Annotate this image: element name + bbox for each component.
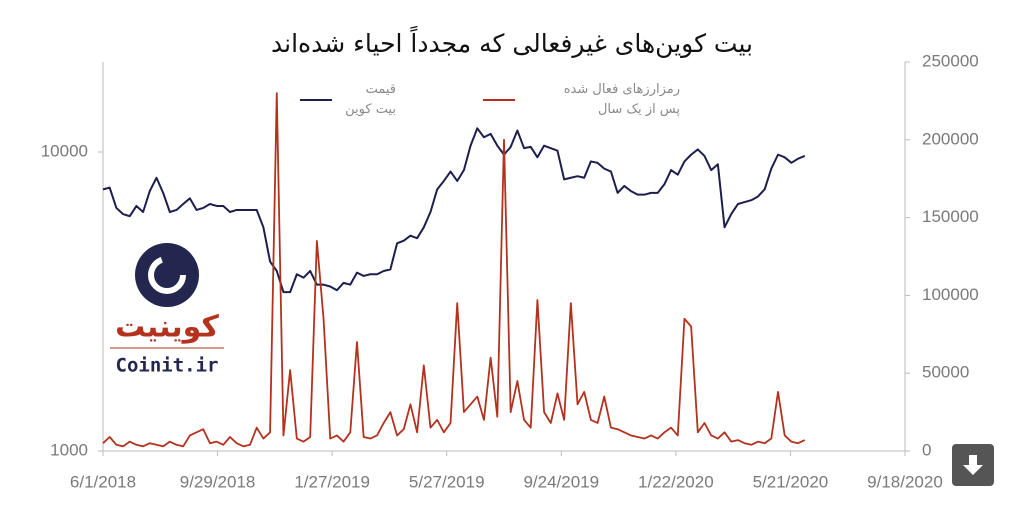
x-tick-label: 9/24/2019 — [523, 472, 599, 491]
x-tick-label: 6/1/2018 — [70, 472, 136, 491]
logo — [135, 243, 199, 307]
y2-tick-label: 250000 — [922, 51, 979, 70]
y-tick-label: 1000 — [50, 440, 88, 459]
watermark: کوینیت Coinit.ir — [110, 243, 224, 377]
x-tick-label: 5/27/2019 — [409, 472, 485, 491]
x-tick-label: 9/29/2018 — [180, 472, 256, 491]
y2-tick-label: 200000 — [922, 129, 979, 148]
y2-tick-label: 100000 — [922, 285, 979, 304]
series-line — [102, 127, 806, 294]
legend-label: قیمت بیت کوین — [345, 82, 396, 117]
x-tick-label: 1/27/2019 — [294, 472, 370, 491]
download-icon — [963, 455, 983, 475]
y-tick-label: 10000 — [41, 141, 88, 160]
legend-label: رمزارزهای فعال شده پس از یک سال — [563, 82, 680, 117]
x-tick-label: 1/22/2020 — [638, 472, 714, 491]
y2-tick-label: 0 — [922, 440, 931, 459]
series-line — [102, 92, 806, 448]
watermark-url: Coinit.ir — [116, 355, 219, 377]
chart-title: بیت کوین‌های غیرفعالی که مجدداً احیاء شد… — [271, 26, 753, 58]
download-button[interactable] — [952, 444, 994, 486]
x-tick-label: 9/18/2020 — [867, 472, 943, 491]
logo-ring — [148, 256, 186, 294]
x-tick-label: 5/21/2020 — [753, 472, 829, 491]
y2-tick-label: 150000 — [922, 207, 979, 226]
y2-tick-label: 50000 — [922, 363, 969, 382]
watermark-brand: کوینیت — [115, 310, 219, 345]
